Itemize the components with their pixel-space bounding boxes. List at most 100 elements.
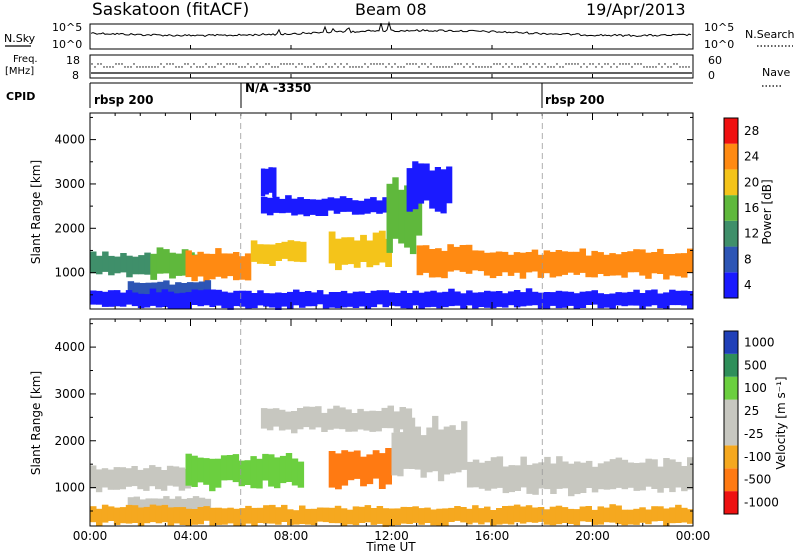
echo-cell-3 (145, 282, 152, 296)
echo-cell-5 (449, 425, 456, 474)
echo-cell-12 (370, 290, 378, 308)
echo-cell-0 (131, 466, 138, 487)
echo-cell-7 (90, 506, 97, 523)
echo-cell-12 (681, 290, 688, 306)
nave-dot (442, 66, 444, 68)
nave-dot (634, 63, 636, 65)
echo-cell-7 (385, 238, 392, 267)
colorbar-swatch (724, 331, 738, 354)
echo-cell-6 (633, 463, 640, 491)
echo-cell-5 (351, 200, 359, 215)
echo-cell-12 (388, 292, 395, 306)
echo-cell-10 (657, 248, 664, 274)
echo-cell-3 (363, 411, 370, 431)
echo-cell-6 (609, 459, 617, 490)
echo-cell-7 (472, 505, 479, 523)
echo-cell-3 (192, 282, 200, 296)
echo-cell-7 (209, 507, 216, 526)
colorbar-swatch (724, 353, 738, 377)
cpid-segment-0: rbsp 200 (94, 93, 153, 107)
echo-cell-12 (430, 290, 437, 307)
echo-cell-7 (358, 506, 366, 523)
echo-cell-2 (285, 453, 293, 482)
echo-cell-0 (138, 255, 145, 275)
echo-cell-10 (681, 253, 688, 278)
nave-dot (286, 63, 288, 65)
echo-cell-9 (428, 249, 436, 278)
echo-cell-0 (166, 465, 174, 486)
echo-cell-3 (266, 408, 274, 431)
echo-cell-12 (567, 291, 575, 306)
nave-dot (232, 63, 234, 65)
nave-dot (481, 66, 483, 68)
echo-cell-2 (185, 453, 192, 486)
nsky-left-tick-top: 10^5 (52, 21, 82, 34)
echo-cell-3 (375, 411, 382, 432)
nave-dot (484, 66, 486, 68)
nave-dot (583, 63, 585, 65)
echo-cell-7 (466, 508, 473, 525)
nave-dot (364, 63, 366, 65)
nsky-left-tick-bottom: 10^0 (52, 38, 82, 51)
echo-cell-10 (621, 252, 628, 278)
nave-label: Nave (762, 66, 790, 79)
freq-left-tick-bottom: 8 (72, 69, 79, 82)
nave-dot (217, 63, 219, 65)
echo-cell-6 (651, 459, 658, 489)
power-axis: 1000 2000 3000 4000 (54, 113, 694, 309)
echo-cell-12 (555, 290, 563, 309)
echo-cell-6 (615, 457, 623, 488)
velocity-colorbar-label: Velocity [m s⁻¹] (774, 376, 788, 469)
echo-cell-6 (508, 465, 515, 493)
echo-cell-3 (303, 406, 310, 428)
echo-cell-7 (555, 505, 563, 525)
echo-cell-7 (304, 508, 312, 525)
echo-cell-10 (651, 252, 658, 274)
echo-cell-12 (687, 291, 694, 309)
echo-cell-12 (412, 290, 419, 306)
nave-dot (589, 63, 591, 65)
nave-dot (478, 66, 480, 68)
echo-cell-12 (543, 292, 551, 310)
nave-dot (511, 63, 513, 65)
echo-cell-10 (543, 250, 551, 274)
echo-cell-3 (157, 281, 164, 297)
echo-cell-10 (687, 248, 694, 273)
echo-cell-12 (322, 294, 330, 309)
nave-dot (235, 63, 237, 65)
nave-dot (445, 66, 447, 68)
nave-dot (133, 63, 135, 65)
echo-cell-7 (496, 508, 503, 525)
echo-cell-7 (490, 510, 497, 526)
echo-cell-7 (179, 507, 187, 525)
cpid-panel: CPID rbsp 200 N/A -3350 rbsp 200 (6, 81, 693, 108)
nave-dot (628, 63, 630, 65)
nave-dot (577, 63, 579, 65)
nave-dot (430, 63, 432, 65)
echo-cell-5 (370, 197, 377, 213)
echo-cell-12 (167, 291, 175, 310)
nave-dot (241, 66, 243, 68)
echo-cell-9 (416, 245, 424, 276)
nave-dot (604, 63, 606, 65)
cpid-segment-1: N/A -3350 (245, 81, 311, 95)
echo-cell-10 (567, 251, 574, 273)
colorbar-frame (723, 330, 739, 515)
nave-dot (283, 63, 285, 65)
nave-dot (244, 66, 246, 68)
echo-cell-2 (238, 256, 246, 280)
echo-cell-5 (437, 429, 445, 482)
echo-cell-12 (263, 293, 270, 307)
nave-dot (595, 66, 597, 68)
echo-cell-7 (579, 506, 587, 522)
echo-cell-6 (526, 464, 533, 494)
echo-cell-2 (203, 253, 210, 282)
echo-cell-5 (408, 417, 416, 469)
echo-cell-7 (394, 508, 401, 525)
echo-cell-7 (460, 507, 467, 523)
echo-cell-1 (127, 497, 135, 512)
nave-dot (469, 66, 471, 68)
nave-dot (208, 66, 210, 68)
echo-cell-7 (287, 509, 294, 526)
nave-dot (385, 66, 387, 68)
